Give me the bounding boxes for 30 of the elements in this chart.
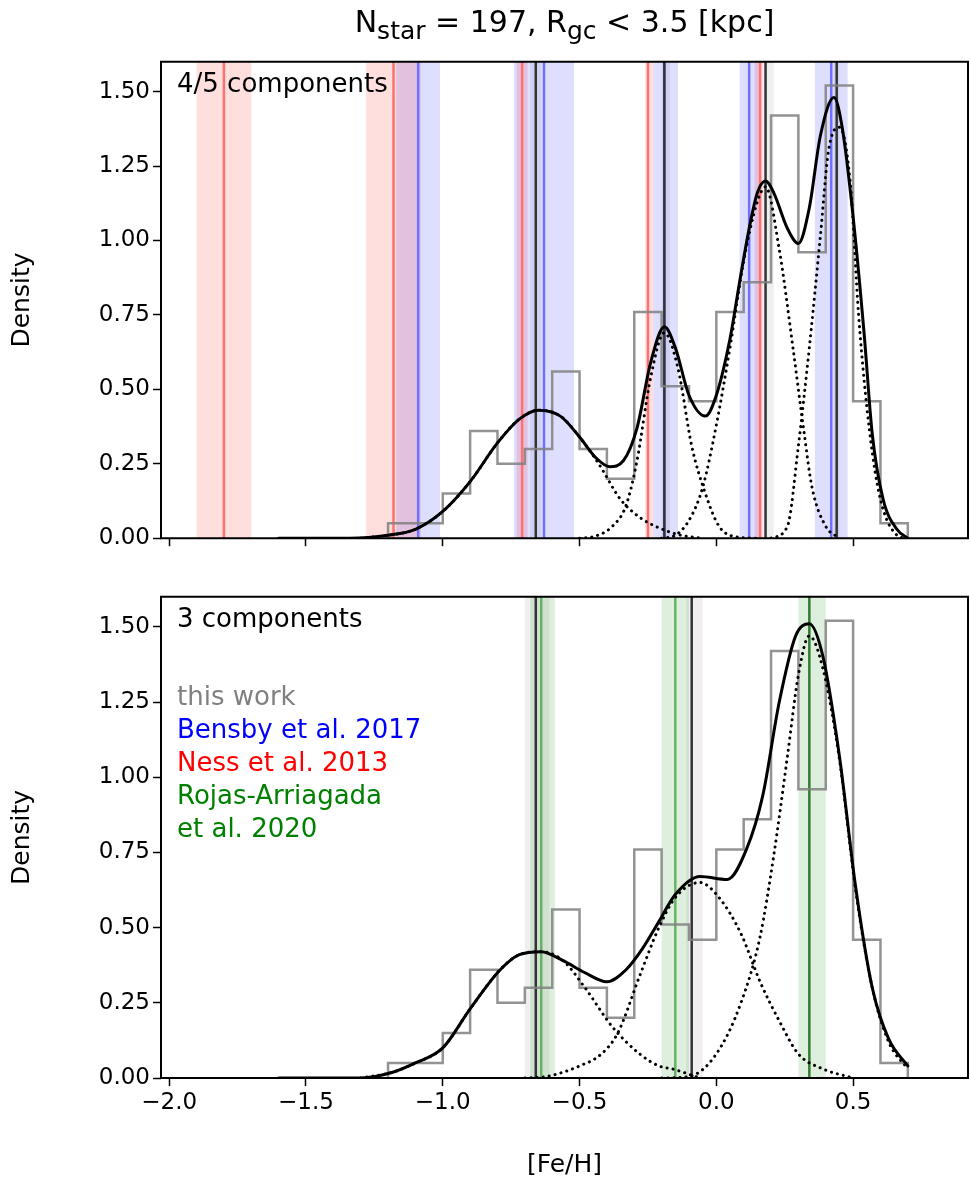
y-tick-label: 1.50 (98, 76, 150, 103)
y-tick-label: 0.00 (98, 523, 150, 550)
y-tick-label: 0.00 (98, 1062, 150, 1089)
y-tick-label: 1.00 (98, 225, 150, 252)
y-tick-label: 1.50 (98, 611, 150, 638)
text: Bensby et al. 2017 (177, 714, 422, 744)
y-axis-title: Density (5, 789, 35, 885)
y-tick-label: 1.00 (98, 762, 150, 789)
y-tick-label: 0.75 (98, 299, 150, 326)
band-label: Rojas-Arriagada et al. 2020 (177, 779, 384, 845)
text: Ness et al. 2013 (177, 747, 389, 777)
x-tick-label: −0.5 (551, 1087, 608, 1114)
annotation: 3 components (177, 602, 363, 633)
x-tick-label: −1.5 (278, 1087, 334, 1114)
text: this work (177, 681, 296, 711)
x-tick-label: 0.0 (698, 1087, 735, 1114)
y-tick-label: 0.25 (98, 448, 150, 475)
chart-title: N$_{star}$ = 197, R$_{gc}$ < 3.5 [kpc] (353, 4, 776, 45)
y-tick-label: 1.25 (98, 150, 150, 177)
x-axis-title: [Fe/H] (526, 1148, 603, 1178)
y-tick-label: 0.75 (98, 837, 150, 864)
y-axis-title: Density (5, 252, 35, 348)
x-tick-label: −2.0 (141, 1087, 198, 1114)
y-tick-label: 0.25 (98, 987, 150, 1014)
y-tick-label: 0.50 (98, 374, 150, 401)
y-tick-label: 1.25 (98, 687, 150, 714)
y-tick-label: 0.50 (98, 912, 150, 939)
x-tick-label: −1.0 (414, 1087, 471, 1114)
annotation: 4/5 components (177, 67, 388, 98)
x-tick-label: 0.5 (834, 1087, 872, 1114)
